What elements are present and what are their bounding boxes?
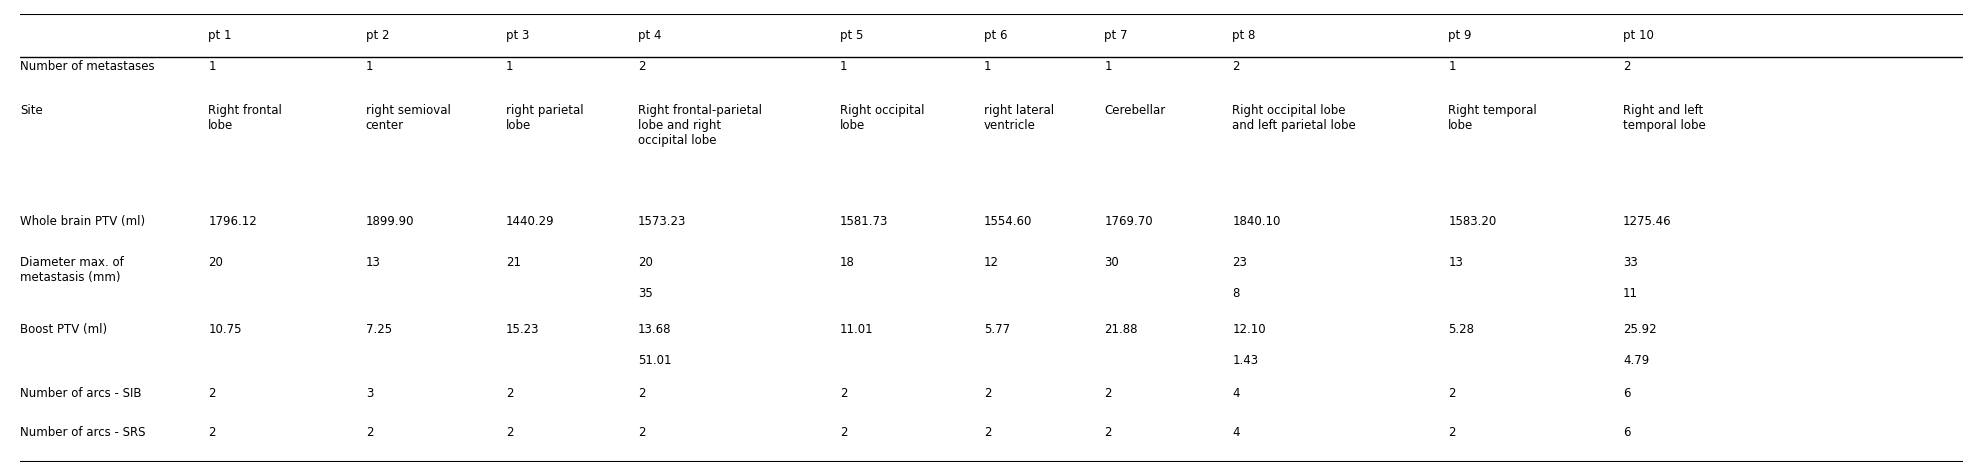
Text: 10.75: 10.75 [208, 323, 242, 336]
Text: 2: 2 [505, 426, 513, 439]
Text: pt 6: pt 6 [983, 29, 1007, 42]
Text: 2: 2 [638, 426, 644, 439]
Text: 2: 2 [208, 426, 216, 439]
Text: 5.28: 5.28 [1447, 323, 1473, 336]
Text: 30: 30 [1104, 256, 1118, 269]
Text: 21.88: 21.88 [1104, 323, 1138, 336]
Text: Number of arcs - SIB: Number of arcs - SIB [20, 387, 141, 399]
Text: 2: 2 [638, 387, 644, 399]
Text: 2: 2 [840, 426, 846, 439]
Text: 1275.46: 1275.46 [1621, 215, 1671, 228]
Text: Diameter max. of
metastasis (mm): Diameter max. of metastasis (mm) [20, 256, 123, 284]
Text: 18: 18 [840, 256, 854, 269]
Text: 33: 33 [1621, 256, 1637, 269]
Text: 3: 3 [365, 387, 373, 399]
Text: Site: Site [20, 104, 42, 118]
Text: 1: 1 [208, 60, 216, 73]
Text: pt 2: pt 2 [365, 29, 388, 42]
Text: 2: 2 [1104, 426, 1112, 439]
Text: 2: 2 [983, 387, 991, 399]
Text: 1: 1 [505, 60, 513, 73]
Text: pt 10: pt 10 [1621, 29, 1653, 42]
Text: right parietal
lobe: right parietal lobe [505, 104, 583, 132]
Text: 51.01: 51.01 [638, 354, 672, 367]
Text: pt 4: pt 4 [638, 29, 660, 42]
Text: Right frontal-parietal
lobe and right
occipital lobe: Right frontal-parietal lobe and right oc… [638, 104, 761, 148]
Text: Boost PTV (ml): Boost PTV (ml) [20, 323, 107, 336]
Text: 6: 6 [1621, 426, 1629, 439]
Text: 2: 2 [638, 60, 644, 73]
Text: 2: 2 [1447, 426, 1455, 439]
Text: 13: 13 [365, 256, 381, 269]
Text: 20: 20 [638, 256, 652, 269]
Text: Number of arcs - SRS: Number of arcs - SRS [20, 426, 145, 439]
Text: right lateral
ventricle: right lateral ventricle [983, 104, 1052, 132]
Text: 21: 21 [505, 256, 521, 269]
Text: 4: 4 [1233, 387, 1239, 399]
Text: pt 5: pt 5 [840, 29, 862, 42]
Text: 1: 1 [1104, 60, 1112, 73]
Text: 1769.70: 1769.70 [1104, 215, 1152, 228]
Text: 4: 4 [1233, 426, 1239, 439]
Text: 1440.29: 1440.29 [505, 215, 555, 228]
Text: pt 3: pt 3 [505, 29, 529, 42]
Text: 1.43: 1.43 [1233, 354, 1259, 367]
Text: 2: 2 [365, 426, 373, 439]
Text: 23: 23 [1233, 256, 1247, 269]
Text: 2: 2 [983, 426, 991, 439]
Text: pt 7: pt 7 [1104, 29, 1128, 42]
Text: 2: 2 [1447, 387, 1455, 399]
Text: 6: 6 [1621, 387, 1629, 399]
Text: Whole brain PTV (ml): Whole brain PTV (ml) [20, 215, 145, 228]
Text: 4.79: 4.79 [1621, 354, 1649, 367]
Text: 11.01: 11.01 [840, 323, 874, 336]
Text: Right frontal
lobe: Right frontal lobe [208, 104, 281, 132]
Text: 2: 2 [840, 387, 846, 399]
Text: 35: 35 [638, 288, 652, 300]
Text: Right and left
temporal lobe: Right and left temporal lobe [1621, 104, 1705, 132]
Text: 7.25: 7.25 [365, 323, 392, 336]
Text: pt 1: pt 1 [208, 29, 232, 42]
Text: Number of metastases: Number of metastases [20, 60, 155, 73]
Text: 1581.73: 1581.73 [840, 215, 888, 228]
Text: 1: 1 [365, 60, 373, 73]
Text: 12: 12 [983, 256, 999, 269]
Text: 12.10: 12.10 [1233, 323, 1265, 336]
Text: 1: 1 [1447, 60, 1455, 73]
Text: pt 9: pt 9 [1447, 29, 1471, 42]
Text: 5.77: 5.77 [983, 323, 1009, 336]
Text: 2: 2 [505, 387, 513, 399]
Text: 1899.90: 1899.90 [365, 215, 414, 228]
Text: 1583.20: 1583.20 [1447, 215, 1496, 228]
Text: 13.68: 13.68 [638, 323, 672, 336]
Text: 1554.60: 1554.60 [983, 215, 1031, 228]
Text: 1: 1 [840, 60, 846, 73]
Text: 15.23: 15.23 [505, 323, 539, 336]
Text: pt 8: pt 8 [1233, 29, 1255, 42]
Text: 1573.23: 1573.23 [638, 215, 686, 228]
Text: 2: 2 [1104, 387, 1112, 399]
Text: 1: 1 [983, 60, 991, 73]
Text: Right occipital
lobe: Right occipital lobe [840, 104, 924, 132]
Text: 1840.10: 1840.10 [1233, 215, 1280, 228]
Text: right semioval
center: right semioval center [365, 104, 450, 132]
Text: 2: 2 [1233, 60, 1239, 73]
Text: Right temporal
lobe: Right temporal lobe [1447, 104, 1536, 132]
Text: 8: 8 [1233, 288, 1239, 300]
Text: 13: 13 [1447, 256, 1463, 269]
Text: 1796.12: 1796.12 [208, 215, 258, 228]
Text: 25.92: 25.92 [1621, 323, 1655, 336]
Text: 2: 2 [1621, 60, 1629, 73]
Text: 2: 2 [208, 387, 216, 399]
Text: Cerebellar: Cerebellar [1104, 104, 1165, 118]
Text: Right occipital lobe
and left parietal lobe: Right occipital lobe and left parietal l… [1233, 104, 1356, 132]
Text: 20: 20 [208, 256, 224, 269]
Text: 11: 11 [1621, 288, 1637, 300]
